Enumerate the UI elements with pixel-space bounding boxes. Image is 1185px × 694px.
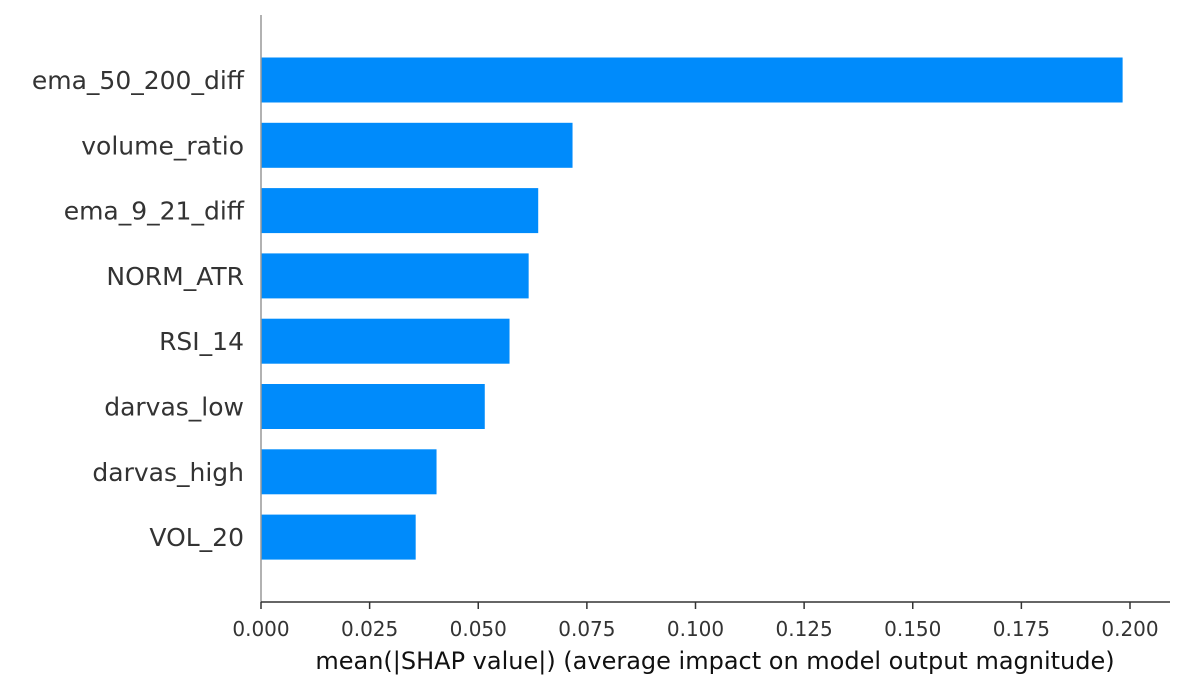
x-tick-label: 0.100 [667,617,724,641]
category-labels-layer: ema_50_200_diff volume_ratio ema_9_21_diff… [32,66,245,552]
bar-VOL_20 [261,514,416,560]
x-tick-label: 0.200 [1101,617,1158,641]
bar-ema_50_200_diff [261,57,1123,103]
x-tick-label: 0.150 [884,617,941,641]
x-tick-label: 0.075 [558,617,615,641]
x-tick-label: 0.000 [232,617,289,641]
category-label: darvas_high [92,458,244,487]
category-label: RSI_14 [159,327,244,356]
bar-darvas_low [261,384,485,429]
bar-darvas_high [261,449,437,495]
x-axis-title: mean(|SHAP value|) (average impact on mo… [315,647,1114,675]
category-label: ema_9_21_diff [64,197,245,226]
bar-RSI_14 [261,318,510,364]
category-label: darvas_low [104,393,244,422]
category-label: volume_ratio [81,131,244,160]
x-tick-label: 0.025 [341,617,398,641]
bars-layer [261,57,1123,560]
x-tick-label: 0.175 [993,617,1050,641]
bar-ema_9_21_diff [261,188,539,234]
bar-NORM_ATR [261,253,529,299]
category-label: VOL_20 [149,523,244,552]
category-label: ema_50_200_diff [32,66,245,95]
category-label: NORM_ATR [106,262,244,291]
x-tick-label: 0.125 [775,617,832,641]
x-tick-label: 0.050 [450,617,507,641]
bar-volume_ratio [261,122,573,168]
x-ticks-layer: 0.000 0.025 0.050 0.075 0.100 0.125 0.150 0.175… [232,602,1159,641]
